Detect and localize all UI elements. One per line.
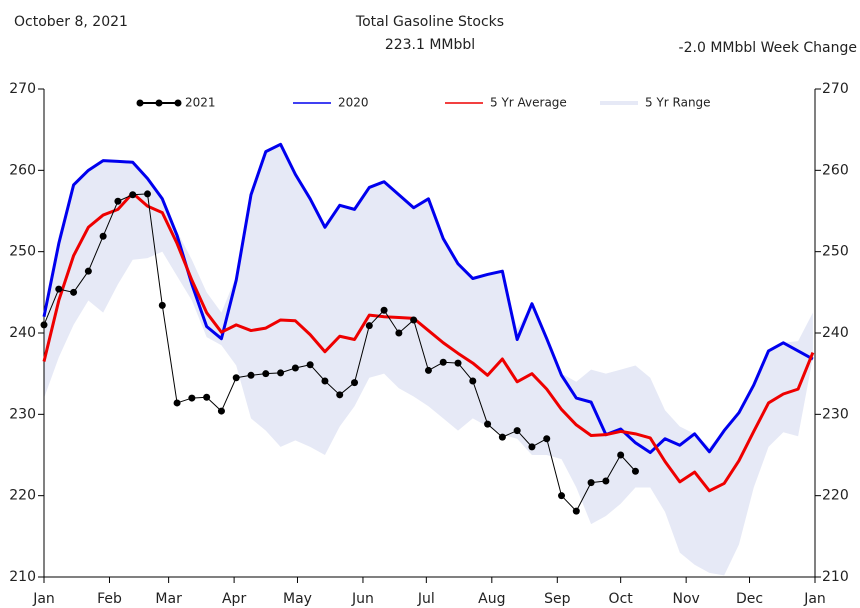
x-tick-label: Jan bbox=[803, 591, 826, 607]
x-tick-label: Apr bbox=[222, 591, 246, 607]
legend-label: 2021 bbox=[185, 96, 216, 110]
y2-tick-label: 270 bbox=[822, 81, 849, 97]
x-tick-label: Aug bbox=[478, 591, 505, 607]
chart-subtitle: 223.1 MMbbl bbox=[385, 37, 475, 53]
data-point bbox=[380, 306, 388, 314]
legend-swatch bbox=[600, 101, 638, 105]
y-tick-label: 230 bbox=[9, 406, 36, 422]
x-tick-label: Sep bbox=[544, 591, 571, 607]
x-tick-label: Jul bbox=[417, 591, 435, 607]
x-tick-label: Dec bbox=[736, 591, 763, 607]
data-point bbox=[217, 407, 225, 415]
legend-label: 5 Yr Average bbox=[490, 96, 567, 110]
legend-dot bbox=[136, 99, 144, 107]
data-point bbox=[631, 467, 639, 475]
y2-tick-label: 230 bbox=[822, 406, 849, 422]
x-tick-label: Nov bbox=[672, 591, 699, 607]
data-point bbox=[40, 321, 48, 329]
date-label: October 8, 2021 bbox=[14, 14, 128, 30]
chart-title: Total Gasoline Stocks bbox=[355, 14, 504, 30]
data-point bbox=[203, 393, 211, 401]
y-tick-label: 260 bbox=[9, 162, 36, 178]
data-point bbox=[587, 479, 595, 487]
data-point bbox=[247, 371, 255, 379]
data-point bbox=[528, 443, 536, 451]
data-point bbox=[498, 433, 506, 441]
y2-tick-label: 210 bbox=[822, 569, 849, 585]
data-point bbox=[114, 197, 122, 205]
data-point bbox=[617, 451, 625, 459]
data-point bbox=[55, 285, 63, 293]
data-point bbox=[469, 377, 477, 385]
data-point bbox=[336, 391, 344, 399]
change-label: -2.0 MMbbl Week Change bbox=[679, 40, 857, 56]
y2-tick-label: 240 bbox=[822, 325, 849, 341]
y2-tick-label: 260 bbox=[822, 162, 849, 178]
y-tick-label: 270 bbox=[9, 81, 36, 97]
data-point bbox=[395, 329, 403, 337]
series-line bbox=[42, 142, 814, 455]
y-tick-label: 220 bbox=[9, 488, 36, 504]
data-point bbox=[84, 267, 92, 275]
data-point bbox=[424, 366, 432, 374]
data-point bbox=[188, 394, 196, 402]
data-point bbox=[99, 232, 107, 240]
data-point bbox=[291, 364, 299, 372]
data-point bbox=[484, 420, 492, 428]
x-tick-label: Oct bbox=[609, 591, 634, 607]
legend-label: 2020 bbox=[338, 96, 369, 110]
data-point bbox=[262, 370, 270, 378]
data-point bbox=[543, 435, 551, 443]
x-tick-label: May bbox=[283, 591, 312, 607]
data-point bbox=[306, 361, 314, 369]
data-point bbox=[173, 399, 181, 407]
data-point bbox=[454, 359, 462, 367]
data-point bbox=[277, 369, 285, 377]
data-point bbox=[232, 374, 240, 382]
data-point bbox=[70, 288, 78, 296]
x-tick-label: Mar bbox=[155, 591, 182, 607]
data-point bbox=[365, 322, 373, 330]
data-point bbox=[129, 191, 137, 199]
data-point bbox=[410, 316, 418, 324]
legend-label: 5 Yr Range bbox=[645, 96, 711, 110]
legend-dot bbox=[174, 99, 182, 107]
data-point bbox=[602, 477, 610, 485]
range-area bbox=[44, 144, 813, 576]
y2-tick-label: 250 bbox=[822, 244, 849, 260]
data-point bbox=[158, 301, 166, 309]
data-point bbox=[144, 190, 152, 198]
data-point bbox=[351, 379, 359, 387]
series-line bbox=[42, 191, 815, 493]
y-tick-label: 240 bbox=[9, 325, 36, 341]
x-tick-label: Feb bbox=[97, 591, 122, 607]
data-point bbox=[513, 427, 521, 435]
x-tick-label: Jun bbox=[351, 591, 374, 607]
data-point bbox=[321, 377, 329, 385]
y2-tick-label: 220 bbox=[822, 488, 849, 504]
legend-dot bbox=[155, 99, 163, 107]
data-point bbox=[572, 507, 580, 515]
y-tick-label: 210 bbox=[9, 569, 36, 585]
data-point bbox=[558, 492, 566, 500]
data-point bbox=[439, 358, 447, 366]
y-tick-label: 250 bbox=[9, 244, 36, 260]
x-tick-label: Jan bbox=[32, 591, 55, 607]
